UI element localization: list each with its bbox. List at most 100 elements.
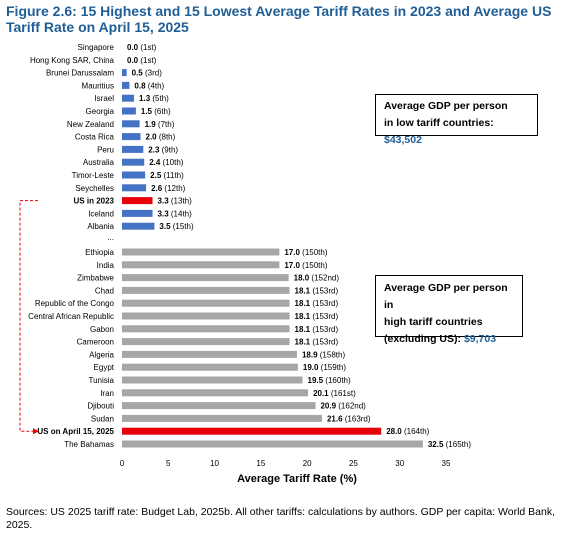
bar-high <box>122 350 297 358</box>
value-label: 17.0 <box>284 248 300 257</box>
x-tick-label: 5 <box>166 459 171 468</box>
separator-label: ... <box>107 233 114 242</box>
bar-low <box>122 133 141 141</box>
data-label: 21.6 (163rd) <box>327 414 371 423</box>
bar-high <box>122 414 322 422</box>
rank-label: (15th) <box>171 222 194 231</box>
rank-label: (10th) <box>160 158 183 167</box>
callout-high-line3: (excluding US): <box>384 333 462 345</box>
rank-label: (1st) <box>138 43 157 52</box>
value-label: 0.5 <box>132 69 144 78</box>
data-label: 0.8 (4th) <box>134 81 164 90</box>
category-label: Brunei Darussalam <box>46 69 114 78</box>
chart-rows: Singapore 0.0 (1st) Hong Kong SAR, China 0.… <box>28 43 471 449</box>
rank-label: (159th) <box>318 363 346 372</box>
value-label: 18.1 <box>295 312 311 321</box>
value-label: 0.0 <box>127 56 139 65</box>
bar-low <box>122 69 127 77</box>
x-tick-label: 15 <box>256 459 265 468</box>
rank-label: (165th) <box>443 440 471 449</box>
value-label: 18.1 <box>295 286 311 295</box>
data-label: 2.5 (11th) <box>150 171 184 180</box>
category-label: Iran <box>100 389 114 398</box>
category-label: US on April 15, 2025 <box>37 427 114 436</box>
category-label: Cameroon <box>77 338 114 347</box>
category-label: Central African Republic <box>28 312 114 321</box>
data-label: 0.5 (3rd) <box>132 69 163 78</box>
category-label: Djibouti <box>87 402 114 411</box>
rank-label: (12th) <box>162 184 185 193</box>
value-label: 20.1 <box>313 389 329 398</box>
data-label: 0.0 (1st) <box>127 43 157 52</box>
data-label: 20.1 (161st) <box>313 389 356 398</box>
rank-label: (160th) <box>323 376 351 385</box>
bar-low <box>122 209 153 217</box>
category-label: Hong Kong SAR, China <box>30 56 115 65</box>
category-label: Republic of the Congo <box>35 299 115 308</box>
x-tick-label: 20 <box>303 459 312 468</box>
x-tick-label: 30 <box>395 459 404 468</box>
category-label: New Zealand <box>67 120 114 129</box>
category-label: Chad <box>95 286 114 295</box>
rank-label: (161st) <box>329 389 356 398</box>
data-label: 1.9 (7th) <box>145 120 175 129</box>
value-label: 3.3 <box>158 197 170 206</box>
bar-low <box>122 94 135 102</box>
value-label: 2.3 <box>148 145 160 154</box>
category-label: India <box>97 261 115 270</box>
data-label: 18.9 (158th) <box>302 350 345 359</box>
value-label: 19.5 <box>308 376 324 385</box>
rank-label: (164th) <box>402 427 430 436</box>
value-label: 2.6 <box>151 184 163 193</box>
bar-high <box>122 440 423 448</box>
data-label: 17.0 (150th) <box>284 261 327 270</box>
rank-label: (153rd) <box>310 312 338 321</box>
data-label: 0.0 (1st) <box>127 56 157 65</box>
rank-label: (163rd) <box>343 414 371 423</box>
value-label: 32.5 <box>428 440 444 449</box>
bar-high <box>122 261 280 269</box>
rank-label: (158th) <box>318 350 346 359</box>
value-label: 17.0 <box>284 261 300 270</box>
category-label: Peru <box>97 145 114 154</box>
category-label: Costa Rica <box>75 133 115 142</box>
source-note: Sources: US 2025 tariff rate: Budget Lab… <box>6 506 556 531</box>
data-label: 28.0 (164th) <box>386 427 429 436</box>
data-label: 32.5 (165th) <box>428 440 471 449</box>
category-label: Mauritius <box>82 81 114 90</box>
data-label: 18.0 (152nd) <box>294 274 340 283</box>
value-label: 18.9 <box>302 350 318 359</box>
category-label: Algeria <box>89 350 114 359</box>
category-label: Egypt <box>94 363 115 372</box>
rank-label: (13th) <box>169 197 192 206</box>
value-label: 3.5 <box>159 222 171 231</box>
data-label: 2.0 (8th) <box>146 133 176 142</box>
bar-high <box>122 376 303 384</box>
value-label: 1.3 <box>139 94 151 103</box>
category-label: Gabon <box>90 325 114 334</box>
value-label: 18.1 <box>295 325 311 334</box>
value-label: 28.0 <box>386 427 402 436</box>
value-label: 2.5 <box>150 171 162 180</box>
data-label: 2.6 (12th) <box>151 184 186 193</box>
data-label: 3.3 (14th) <box>158 209 193 218</box>
x-axis: 0 5 10 15 20 25 30 35 <box>120 459 451 468</box>
category-label: Georgia <box>86 107 115 116</box>
bar-high <box>122 299 290 307</box>
callout-low-line2: in low tariff countries: <box>384 117 494 129</box>
value-label: 21.6 <box>327 414 343 423</box>
rank-label: (9th) <box>159 145 178 154</box>
x-tick-label: 25 <box>349 459 358 468</box>
category-label: Albania <box>87 222 114 231</box>
data-label: 17.0 (150th) <box>284 248 327 257</box>
rank-label: (153rd) <box>310 325 338 334</box>
category-label: Sudan <box>91 414 114 423</box>
data-label: 18.1 (153rd) <box>295 325 339 334</box>
category-label: The Bahamas <box>64 440 114 449</box>
callout-high-line2: high tariff countries <box>384 316 483 328</box>
rank-label: (150th) <box>300 248 328 257</box>
us-connector-arrowhead <box>33 428 39 435</box>
bar-low <box>122 81 130 89</box>
data-label: 19.0 (159th) <box>303 363 346 372</box>
bar-high <box>122 325 290 333</box>
